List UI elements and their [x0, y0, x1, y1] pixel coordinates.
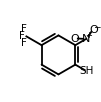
Text: F: F	[21, 24, 27, 34]
Text: O: O	[89, 25, 98, 35]
Text: F: F	[19, 31, 25, 41]
Text: F: F	[21, 38, 27, 48]
Text: SH: SH	[79, 66, 93, 76]
Text: O: O	[71, 34, 79, 44]
Text: +: +	[86, 31, 92, 40]
Text: N: N	[82, 34, 90, 44]
Text: −: −	[93, 22, 101, 31]
